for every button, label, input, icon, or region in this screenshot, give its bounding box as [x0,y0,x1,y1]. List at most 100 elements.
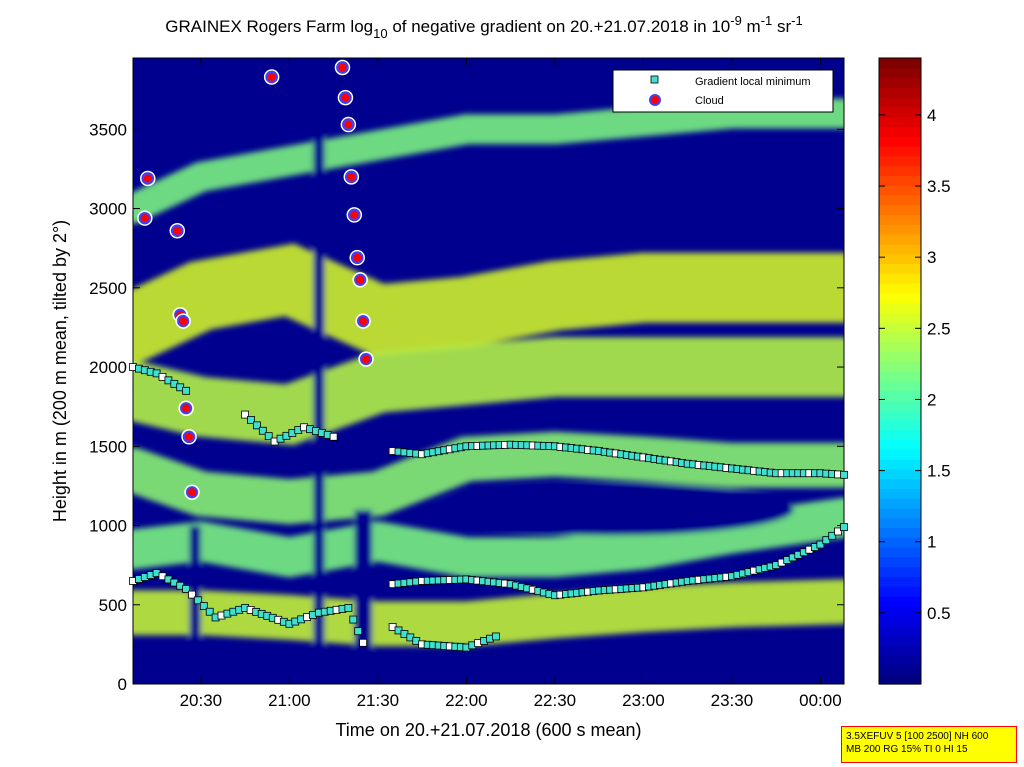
cloud-marker-5 [177,315,190,328]
colorbar-segment-38 [879,312,921,323]
colorbar-tick-label-2: 1 [927,533,936,552]
gradient-min-marker-l1-12 [194,596,202,605]
colorbar-segment-27 [879,419,921,431]
colorbar-segment-10 [879,586,921,597]
colorbar-segment-29 [879,400,921,411]
colorbar-tick-label-8: 4 [927,106,936,125]
heatmap-band-2 [133,337,844,446]
cloud-marker-8 [186,486,199,499]
colorbar-segment-8 [879,605,921,617]
heatmap-gap-4 [433,483,794,536]
colorbar-segment-54 [879,155,921,167]
colorbar-segment-4 [879,644,921,656]
gradient-min-marker-l2-80 [828,531,837,540]
colorbar-segment-16 [879,527,921,538]
cloud-marker-3 [171,224,184,237]
colorbar-tick-label-4: 2 [927,390,936,409]
cloud-marker-ring-14 [346,207,363,223]
gradient-min-marker-l6-3 [253,421,261,430]
colorbar-segment-12 [879,566,921,578]
gradient-min-marker-l1-40 [354,627,363,636]
colorbar-segment-55 [879,146,921,157]
cloud-marker-ring-8 [184,484,200,500]
colorbar-segment-15 [879,537,921,548]
heatmap-gap-3 [189,525,202,684]
gradient-min-marker-l2-79 [822,536,831,545]
colorbar-segment-56 [879,136,921,147]
gradient-min-marker-l1-10 [182,585,191,593]
gradient-min-marker-l2-81 [834,527,842,536]
colorbar-segment-19 [879,498,921,509]
cloud-marker-14 [348,208,361,221]
gradient-min-marker-l6-2 [247,416,255,424]
y-tick-label-4: 1500 [89,437,127,456]
cloud-marker-6 [180,402,193,415]
colorbar-segment-5 [879,635,921,646]
colorbar-tick-label-5: 2.5 [927,319,951,338]
cloud-marker-ring-6 [178,400,194,416]
cloud-marker-ring-16 [352,272,368,288]
colorbar-segment-2 [879,664,921,675]
title-subscript: 10 [373,26,387,41]
colorbar-segment-35 [879,341,921,353]
colorbar-segment-31 [879,380,921,392]
colorbar-segment-58 [879,116,921,128]
colorbar-segment-3 [879,654,921,666]
colorbar-segment-24 [879,449,921,460]
colorbar-frame [878,57,922,685]
legend-box [612,69,834,113]
colorbar-segment-62 [879,77,921,88]
colorbar-segment-52 [879,175,921,186]
colorbar-segment-51 [879,185,921,196]
colorbar-segment-57 [879,126,921,137]
colorbar-segment-34 [879,351,921,362]
gradient-min-marker-l3-82 [840,470,848,479]
x-tick-label-7: 23:30 [711,691,754,710]
x-tick-label-8: 00:00 [799,691,842,710]
info-line-2: MB 200 RG 15% TI 0 HI 15 [846,744,968,755]
colorbar-segment-50 [879,194,921,206]
gradient-min-marker-l4-19 [491,632,500,641]
x-tick-label-1: 20:30 [180,691,223,710]
cloud-marker-1 [141,172,154,185]
gradient-min-marker-l1-14 [205,607,214,616]
colorbar-segment-18 [879,507,921,519]
colorbar-segment-53 [879,165,921,176]
colorbar-segment-23 [879,459,921,470]
colorbar-segment-61 [879,87,921,98]
colorbar-segment-43 [879,263,921,274]
heatmap-band-4 [133,497,844,578]
x-tick-label-6: 23:00 [622,691,665,710]
colorbar-segment-32 [879,371,921,382]
info-box: 3.5XEFUV 5 [100 2500] NH 600 MB 200 RG 1… [841,726,1017,763]
colorbar-segment-28 [879,410,921,421]
colorbar-segment-21 [879,478,921,489]
colorbar-segment-13 [879,556,921,568]
cloud-marker-ring-13 [343,169,360,185]
gradient-min-marker-l1-41 [359,638,368,647]
cloud-marker-ring-7 [181,429,197,445]
colorbar-segment-7 [879,615,921,626]
title-text-4: sr [772,17,791,36]
gradient-min-marker-l1-38 [344,604,353,612]
y-tick-label-6: 2500 [89,279,127,298]
y-axis-label: Height in m (200 m mean, tilted by 2°) [50,220,70,522]
cloud-marker-7 [183,430,196,443]
gradient-min-marker-l1-13 [199,602,208,610]
cloud-marker-ring-9 [263,69,280,85]
colorbar-segment-17 [879,517,921,529]
colorbar-segment-6 [879,625,921,636]
colorbar-tick-label-7: 3.5 [927,177,951,196]
plot-frame [132,57,845,685]
colorbar-segment-14 [879,547,921,558]
colorbar-segment-9 [879,595,921,607]
cloud-marker-ring-12 [340,116,357,133]
colorbar-segment-33 [879,361,921,372]
x-tick-label-2: 21:00 [268,691,311,710]
colorbar-segment-47 [879,224,921,235]
title-text-3: m [742,17,761,36]
cloud-marker-18 [360,353,373,366]
y-tick-label-3: 1000 [89,517,127,536]
gradient-min-marker-l6-16 [329,432,338,441]
